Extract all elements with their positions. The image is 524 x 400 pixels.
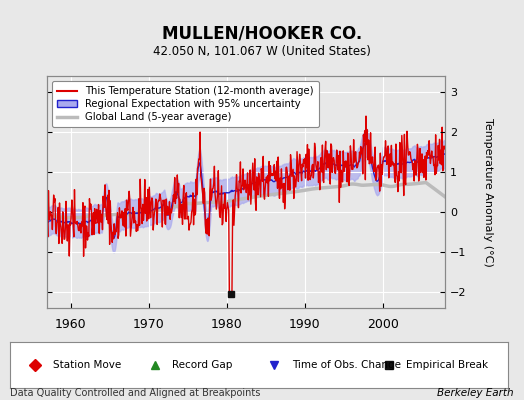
Text: Time of Obs. Change: Time of Obs. Change — [292, 360, 401, 370]
Text: Record Gap: Record Gap — [172, 360, 233, 370]
Text: Data Quality Controlled and Aligned at Breakpoints: Data Quality Controlled and Aligned at B… — [10, 388, 261, 398]
Legend: This Temperature Station (12-month average), Regional Expectation with 95% uncer: This Temperature Station (12-month avera… — [52, 81, 319, 127]
Text: 42.050 N, 101.067 W (United States): 42.050 N, 101.067 W (United States) — [153, 45, 371, 58]
Text: MULLEN/HOOKER CO.: MULLEN/HOOKER CO. — [162, 24, 362, 42]
Text: Station Move: Station Move — [53, 360, 121, 370]
Text: 1970: 1970 — [133, 318, 165, 331]
Text: 1990: 1990 — [289, 318, 321, 331]
Text: 2000: 2000 — [367, 318, 399, 331]
Text: Berkeley Earth: Berkeley Earth — [437, 388, 514, 398]
Text: 1980: 1980 — [211, 318, 243, 331]
Text: Empirical Break: Empirical Break — [406, 360, 488, 370]
Y-axis label: Temperature Anomaly (°C): Temperature Anomaly (°C) — [484, 118, 494, 266]
Text: 1960: 1960 — [55, 318, 86, 331]
